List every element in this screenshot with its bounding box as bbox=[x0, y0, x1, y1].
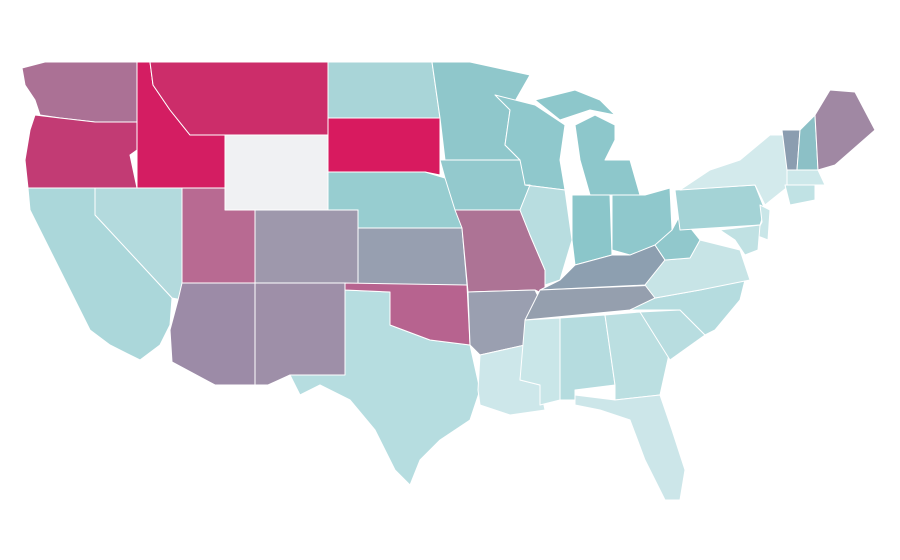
region bbox=[224, 134, 329, 211]
region bbox=[327, 61, 441, 119]
region bbox=[254, 282, 346, 386]
region bbox=[344, 282, 471, 346]
region bbox=[786, 169, 826, 186]
region bbox=[719, 224, 761, 256]
region bbox=[571, 194, 613, 266]
region bbox=[574, 394, 686, 501]
region bbox=[574, 114, 641, 196]
region bbox=[784, 184, 816, 206]
region bbox=[519, 184, 573, 286]
region bbox=[24, 114, 138, 189]
region bbox=[534, 89, 616, 121]
region bbox=[254, 209, 359, 286]
region bbox=[27, 187, 173, 361]
region bbox=[21, 61, 138, 123]
region bbox=[327, 117, 441, 176]
region bbox=[357, 227, 468, 286]
region bbox=[674, 184, 766, 231]
region bbox=[439, 159, 531, 211]
